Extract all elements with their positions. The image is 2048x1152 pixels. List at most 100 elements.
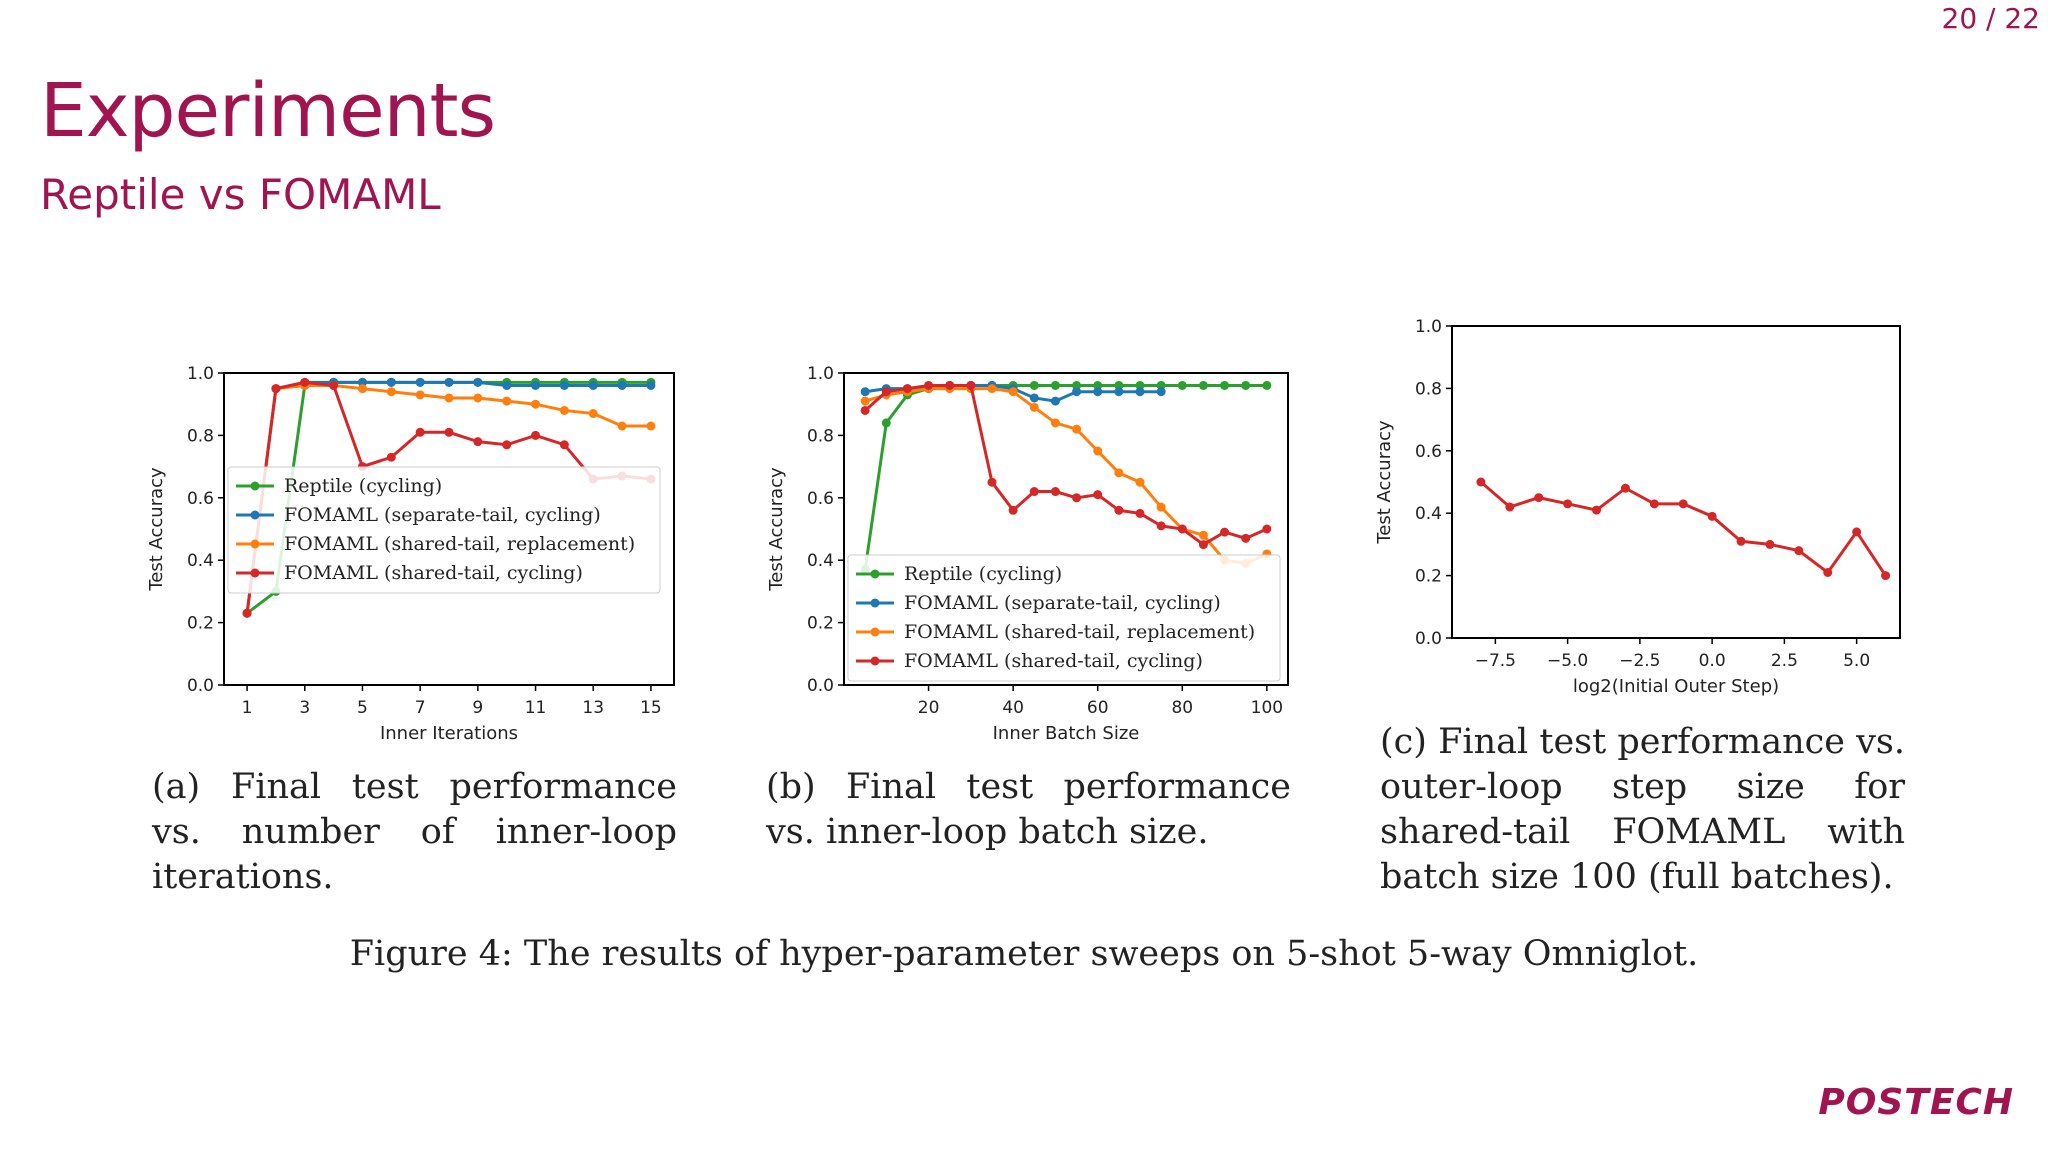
data-point [588,380,598,390]
data-point [646,421,656,431]
data-point [1563,499,1573,509]
data-point [559,440,569,450]
data-point [1220,380,1230,390]
data-point [1198,540,1208,550]
data-point [415,390,425,400]
y-tick-label: 0.4 [187,551,214,571]
data-point [1156,387,1166,397]
data-point [1241,380,1251,390]
data-point [271,384,281,394]
data-point [1008,387,1018,397]
x-tick-label: 0.0 [1699,651,1726,671]
y-tick-label: 0.8 [807,426,834,446]
data-point [1823,567,1833,577]
data-point [1072,424,1082,434]
data-point [1135,387,1145,397]
data-point [860,405,870,415]
series-0 [860,380,1272,575]
data-point [300,377,310,387]
data-point [860,396,870,406]
data-point [1050,396,1060,406]
data-point [860,387,870,397]
postech-logo: POSTECH [1818,1082,2014,1123]
data-point [1736,536,1746,546]
data-point [987,384,997,394]
plot-c-outer-step: 0.0 0.2 0.4 0.6 0.8 1.0 −7.5 −5.0 −2.5 0.0 2.5 5.0 l… [1370,310,1930,710]
data-point [1114,387,1124,397]
caption-c: (c) Final test performance vs. outer-loo… [1380,722,1905,897]
plot-frame [843,372,1289,686]
data-point [1135,380,1145,390]
data-point [1029,393,1039,403]
x-tick-label: 9 [472,698,483,718]
data-point [1093,387,1103,397]
y-tick-label: 0.0 [1415,629,1442,649]
x-tick-label: 60 [1087,698,1109,718]
plot-frame [223,372,675,686]
data-point [1029,487,1039,497]
data-point [559,380,569,390]
y-tick-label: 0.8 [1415,379,1442,399]
data-point [1765,539,1775,549]
x-tick-label: 2.5 [1771,651,1798,671]
slide-title: Experiments [40,68,496,154]
y-tick-label: 0.8 [187,426,214,446]
data-point [1093,446,1103,456]
data-point [945,380,955,390]
series-3 [860,380,1272,550]
data-point [1093,380,1103,390]
data-point [588,409,598,419]
y-tick-label: 0.2 [187,614,214,634]
data-point [1072,387,1082,397]
y-tick-label: 0.4 [1415,504,1442,524]
data-point [617,380,627,390]
data-point [242,608,252,618]
y-tick-label: 1.0 [1415,317,1442,337]
data-point [966,380,976,390]
data-point [617,421,627,431]
legend-box [847,554,1281,682]
data-point [502,396,512,406]
legend-swatch-marker [250,568,260,578]
data-point [1156,380,1166,390]
data-point [646,380,656,390]
data-point [473,437,483,447]
chart-c-svg: 0.0 0.2 0.4 0.6 0.8 1.0 −7.5 −5.0 −2.5 0.0 2.5 5.0 l… [1374,317,1901,697]
plot-a-inner-iterations: 0.0 0.2 0.4 0.6 0.8 1.0 1 3 5 7 9 11 13 15 Inner Itera… [140,355,680,755]
legend-label: Reptile (cycling) [904,563,1062,585]
x-tick-label: 20 [918,698,940,718]
data-point [444,377,454,387]
data-point [329,380,339,390]
y-tick-label: 0.2 [807,614,834,634]
x-tick-label: 1 [242,698,253,718]
legend: Reptile (cycling) FOMAML (separate-tail, … [847,554,1281,682]
data-point [473,377,483,387]
data-point [1156,521,1166,531]
legend-swatch-marker [250,539,260,549]
data-point [1114,380,1124,390]
data-point [1029,380,1039,390]
data-point [357,384,367,394]
data-point [386,387,396,397]
data-point [881,387,891,397]
data-point [1620,483,1630,493]
data-point [386,377,396,387]
y-tick-label: 0.6 [1415,442,1442,462]
data-point [531,380,541,390]
data-point [1262,524,1272,534]
x-tick-label: 15 [640,698,662,718]
data-point [1592,505,1602,515]
y-tick-label: 0.0 [187,676,214,696]
caption-a: (a) Final test performance vs. number of… [152,767,677,897]
data-point [1198,380,1208,390]
data-point [1707,511,1717,521]
data-point [415,377,425,387]
x-tick-label: 7 [415,698,426,718]
legend-label: FOMAML (shared-tail, cycling) [284,562,583,584]
data-point [444,393,454,403]
x-tick-label: 40 [1002,698,1024,718]
y-tick-label: 0.0 [807,676,834,696]
data-point [1852,527,1862,537]
legend-swatch-marker [870,598,880,608]
